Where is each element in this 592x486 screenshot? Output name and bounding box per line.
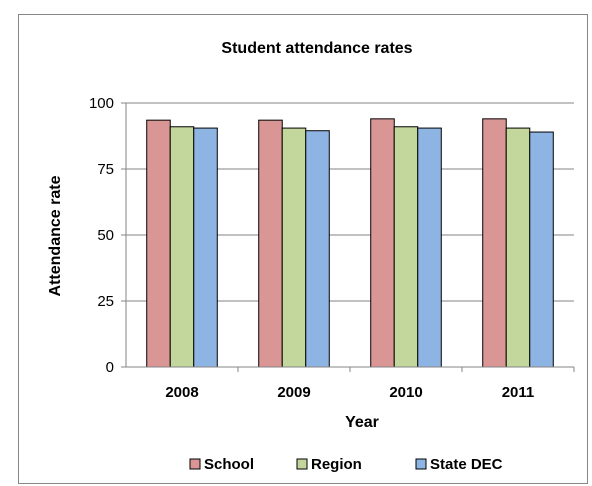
- legend-label: Region: [311, 456, 362, 473]
- bar-state-dec-2011: [529, 131, 554, 368]
- chart-title: Student attendance rates: [221, 40, 412, 57]
- legend-swatch-region: [296, 458, 308, 470]
- legend-label: School: [204, 456, 254, 473]
- bar-region-2010: [393, 126, 419, 368]
- legend-swatch-school: [189, 458, 201, 470]
- y-tick-label: 50: [97, 227, 114, 244]
- x-tick-label: 2010: [389, 384, 422, 401]
- bar-school-2010: [370, 118, 395, 368]
- bar-school-2008: [146, 119, 171, 368]
- y-tick-label: 100: [89, 95, 114, 112]
- x-tick-labels: 2008 2009 2010 2011: [165, 384, 534, 401]
- x-tick-label: 2009: [277, 384, 310, 401]
- bar-school-2011: [482, 118, 507, 368]
- bar-region-2009: [281, 127, 307, 368]
- bar-school-2009: [258, 119, 283, 368]
- legend-swatch-state-dec: [415, 458, 427, 470]
- bar-region-2008: [169, 126, 195, 368]
- y-tick-label: 0: [106, 359, 114, 376]
- bar-region-2011: [505, 127, 531, 368]
- bars: [146, 118, 554, 368]
- y-axis-title: Attendance rate: [47, 175, 64, 296]
- y-tick-label: 25: [97, 293, 114, 310]
- bar-state-dec-2009: [305, 130, 330, 368]
- x-axis-title: Year: [345, 414, 379, 431]
- bar-state-dec-2008: [193, 127, 218, 368]
- y-tick-labels: 0 25 50 75 100: [89, 95, 114, 376]
- bar-state-dec-2010: [417, 127, 442, 368]
- y-tick-label: 75: [97, 161, 114, 178]
- axes: [121, 102, 575, 372]
- x-tick-label: 2008: [165, 384, 198, 401]
- legend: School Region State DEC: [189, 456, 503, 473]
- legend-label: State DEC: [430, 456, 503, 473]
- x-tick-label: 2011: [502, 384, 535, 401]
